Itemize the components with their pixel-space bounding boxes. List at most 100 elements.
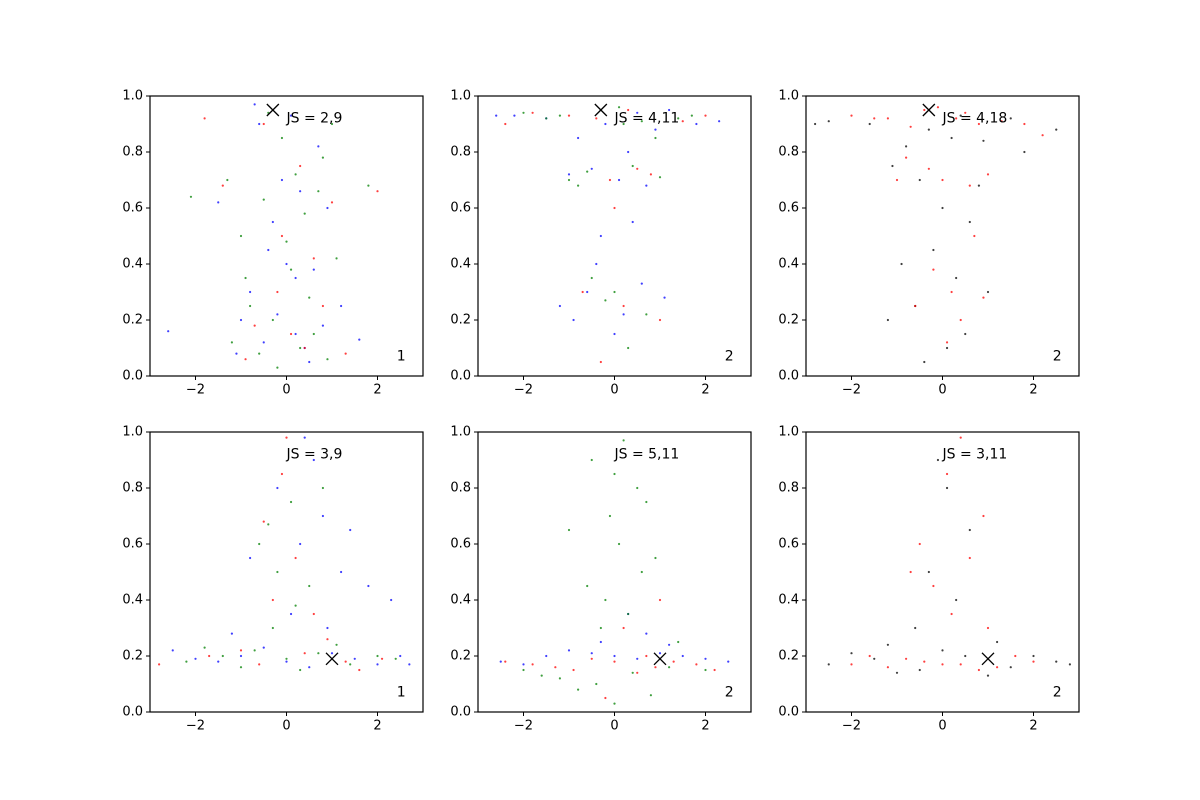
point: [376, 663, 379, 666]
point: [895, 178, 899, 182]
point: [945, 472, 949, 476]
point: [567, 528, 571, 532]
point: [608, 178, 612, 182]
point: [941, 178, 944, 182]
point: [221, 184, 224, 187]
point: [390, 598, 393, 602]
point: [1041, 134, 1044, 137]
point: [522, 668, 525, 672]
point: [321, 486, 324, 490]
marker: [981, 652, 995, 666]
point: [504, 122, 507, 126]
point: [941, 663, 944, 666]
point: [950, 290, 953, 294]
point: [959, 663, 962, 666]
point: [285, 436, 288, 439]
point: [927, 570, 930, 574]
point: [1032, 654, 1035, 658]
point: [572, 668, 575, 672]
point: [590, 276, 593, 280]
point: [239, 666, 243, 669]
point: [595, 682, 598, 686]
point: [558, 114, 562, 117]
point: [636, 167, 639, 170]
point: [996, 666, 999, 669]
y-tick-label: 0.4: [778, 257, 799, 272]
point: [814, 122, 817, 126]
point: [604, 122, 607, 126]
point: [654, 128, 657, 131]
point: [280, 178, 284, 182]
point: [171, 649, 174, 652]
point: [996, 640, 999, 644]
point: [599, 626, 602, 630]
point: [271, 220, 274, 224]
y-tick-label: 0.2: [450, 649, 471, 664]
point: [914, 626, 917, 630]
marker: [594, 103, 608, 117]
point: [681, 654, 684, 658]
point: [567, 173, 571, 176]
point: [631, 164, 634, 168]
point: [276, 313, 279, 316]
point: [239, 649, 243, 652]
point: [950, 136, 953, 140]
point: [604, 598, 607, 602]
panel-label: 2: [725, 684, 734, 700]
point: [577, 688, 580, 691]
y-tick-label: 0.6: [778, 537, 799, 552]
point: [495, 114, 498, 117]
point: [344, 352, 347, 355]
annotation: JS = 3,9: [286, 446, 343, 462]
point: [941, 649, 944, 652]
point: [677, 640, 680, 644]
point: [299, 164, 302, 168]
y-tick-label: 1.0: [778, 425, 799, 440]
point: [613, 660, 616, 663]
y-tick-label: 0.2: [778, 649, 799, 664]
point: [627, 150, 630, 154]
point: [185, 660, 188, 663]
point: [276, 290, 279, 294]
point: [226, 178, 229, 182]
point: [158, 663, 161, 666]
x-tick-label: 0: [938, 383, 946, 398]
point: [531, 663, 534, 666]
point: [850, 663, 853, 666]
point: [977, 184, 981, 187]
x-tick-label: −2: [514, 383, 533, 398]
point: [312, 332, 315, 336]
point: [1009, 117, 1012, 120]
point: [654, 666, 657, 669]
point: [905, 156, 908, 159]
point: [604, 299, 607, 302]
point: [1068, 663, 1071, 666]
point: [923, 108, 926, 112]
point: [321, 514, 324, 518]
y-tick-label: 0.4: [778, 593, 799, 608]
point: [249, 304, 252, 308]
y-tick-label: 1.0: [122, 89, 143, 104]
point: [886, 666, 890, 669]
x-tick-label: −2: [186, 719, 205, 734]
point: [936, 458, 940, 462]
point: [636, 657, 639, 660]
point: [289, 114, 293, 117]
annotation: JS = 5,11: [614, 446, 680, 462]
panel-label: 2: [1053, 684, 1062, 700]
point: [567, 114, 571, 117]
point: [636, 111, 639, 114]
point: [330, 122, 334, 126]
point: [986, 173, 990, 176]
point: [645, 654, 648, 658]
point: [613, 702, 616, 705]
point: [558, 677, 562, 680]
point: [335, 257, 338, 260]
point: [658, 318, 662, 322]
x-tick-label: −2: [842, 383, 861, 398]
point: [599, 360, 602, 364]
point: [905, 145, 908, 148]
point: [258, 352, 261, 355]
point: [973, 234, 976, 238]
point: [217, 660, 220, 663]
